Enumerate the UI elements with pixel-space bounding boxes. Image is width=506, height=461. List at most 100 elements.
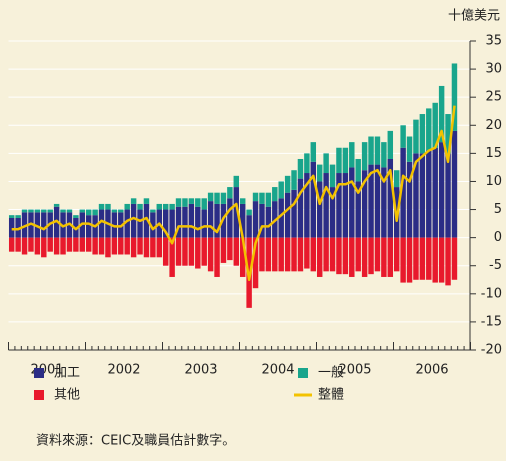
bar-segment <box>278 181 284 199</box>
bar-segment <box>111 237 118 255</box>
bar-segment <box>297 178 304 238</box>
bar-segment <box>85 237 92 252</box>
x-group-label: 2006 <box>415 363 448 378</box>
bar-segment <box>239 237 246 277</box>
bar-segment <box>419 153 426 238</box>
bar-segment <box>374 237 381 272</box>
bar-segment <box>124 203 130 210</box>
bar-segment <box>336 237 342 275</box>
bar-segment <box>201 198 207 210</box>
bar-segment <box>156 237 163 258</box>
bar-segment <box>278 198 284 238</box>
bar-segment <box>143 198 150 204</box>
bar-segment <box>214 203 220 238</box>
bar-segment <box>182 198 188 207</box>
bar-segment <box>438 85 445 143</box>
bar-segment <box>304 173 310 238</box>
legend-swatch <box>34 390 44 400</box>
legend-swatch <box>34 368 44 378</box>
bar-segment <box>8 217 15 238</box>
bar-segment <box>265 206 272 238</box>
bar-segment <box>316 237 323 277</box>
bar-segment <box>252 192 259 202</box>
bar-segment <box>336 173 342 238</box>
bar-segment <box>387 237 394 277</box>
bar-segment <box>355 237 361 272</box>
bar-segment <box>413 237 419 280</box>
bar-segment <box>8 237 15 252</box>
legend-label: 整體 <box>318 388 344 403</box>
bar-segment <box>400 237 406 283</box>
bar-segment <box>265 192 272 207</box>
bar-segment <box>400 125 406 148</box>
y-tick-label: -5 <box>489 258 502 273</box>
bar-segment <box>118 209 124 213</box>
bar-segment <box>342 237 349 275</box>
bar-segment <box>66 237 73 252</box>
y-tick-label: -15 <box>481 314 502 329</box>
bar-segment <box>66 209 73 213</box>
bar-segment <box>111 209 118 213</box>
bar-segment <box>143 203 150 238</box>
bar-segment <box>284 192 291 238</box>
bar-segment <box>227 198 233 238</box>
bar-segment <box>381 142 387 168</box>
bar-segment <box>432 237 438 283</box>
bar-segment <box>400 147 406 238</box>
bar-segment <box>207 201 214 238</box>
bar-segment <box>374 164 381 238</box>
bar-segment <box>432 147 438 238</box>
bar-segment <box>336 147 342 174</box>
y-tick-label: 20 <box>485 118 502 133</box>
y-tick-label: -10 <box>481 286 502 301</box>
bar-segment <box>118 237 124 255</box>
bar-segment <box>342 147 349 174</box>
bar-segment <box>195 237 201 269</box>
bar-segment <box>426 237 432 280</box>
bar-segment <box>34 237 41 255</box>
bar-segment <box>413 119 419 154</box>
bar-segment <box>182 206 188 238</box>
bar-segment <box>150 212 156 238</box>
bar-segment <box>92 237 98 255</box>
x-group-label: 2004 <box>261 363 294 378</box>
y-tick-label: 35 <box>485 34 502 49</box>
legend-label: 其他 <box>54 388 80 403</box>
bar-segment <box>73 237 79 252</box>
bar-segment <box>98 209 105 238</box>
bar-segment <box>291 170 297 190</box>
bar-segment <box>259 237 265 272</box>
bar-segment <box>21 237 28 255</box>
bar-segment <box>227 187 233 199</box>
bar-segment <box>246 215 252 238</box>
bar-segment <box>265 237 272 272</box>
bar-segment <box>445 114 451 154</box>
bar-segment <box>246 209 252 216</box>
bar-segment <box>451 237 458 280</box>
bar-segment <box>329 164 336 188</box>
bar-segment <box>419 114 426 154</box>
bar-segment <box>252 237 259 289</box>
bar-segment <box>284 237 291 272</box>
bar-segment <box>130 198 137 204</box>
bar-segment <box>438 237 445 283</box>
bar-segment <box>201 209 207 238</box>
bar-segment <box>316 181 323 238</box>
y-tick-label: 25 <box>485 90 502 105</box>
bar-segment <box>233 187 240 238</box>
bar-segment <box>98 237 105 255</box>
bar-segment <box>73 215 79 218</box>
bar-segment <box>195 198 201 207</box>
bar-segment <box>368 136 374 165</box>
y-tick-label: 10 <box>485 174 502 189</box>
bar-segment <box>124 237 130 255</box>
unit-label: 十億美元 <box>448 8 500 24</box>
bar-segment <box>419 237 426 280</box>
bar-segment <box>381 237 387 277</box>
bar-segment <box>130 237 137 258</box>
bar-segment <box>291 237 297 272</box>
bar-segment <box>438 142 445 238</box>
bar-segment <box>79 237 86 252</box>
bar-segment <box>60 237 66 255</box>
bar-segment <box>361 237 368 277</box>
